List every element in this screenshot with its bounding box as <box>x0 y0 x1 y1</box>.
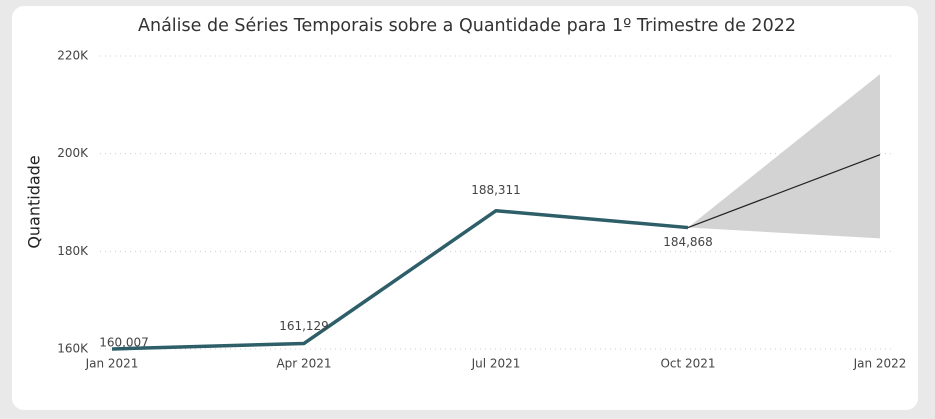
y-axis-label: Quantidade <box>25 155 44 248</box>
data-label: 160,007 <box>99 335 149 349</box>
series-line <box>687 154 881 229</box>
card <box>12 6 918 410</box>
y-tick-label: 200K <box>57 146 89 160</box>
y-tick-label: 180K <box>57 244 89 258</box>
data-label: 188,311 <box>471 183 521 197</box>
x-tick-label: Jan 2022 <box>853 357 907 371</box>
forecast-band <box>688 74 880 239</box>
data-label: 161,129 <box>279 319 329 333</box>
x-tick-label: Apr 2021 <box>276 357 331 371</box>
y-tick-label: 220K <box>57 49 89 63</box>
y-tick-label: 160K <box>57 342 89 356</box>
series-line <box>111 208 689 351</box>
x-tick-label: Jul 2021 <box>471 357 521 371</box>
x-tick-label: Oct 2021 <box>660 357 715 371</box>
chart-title: Análise de Séries Temporais sobre a Quan… <box>138 16 796 36</box>
data-label: 184,868 <box>663 235 713 249</box>
x-tick-label: Jan 2021 <box>85 357 139 371</box>
